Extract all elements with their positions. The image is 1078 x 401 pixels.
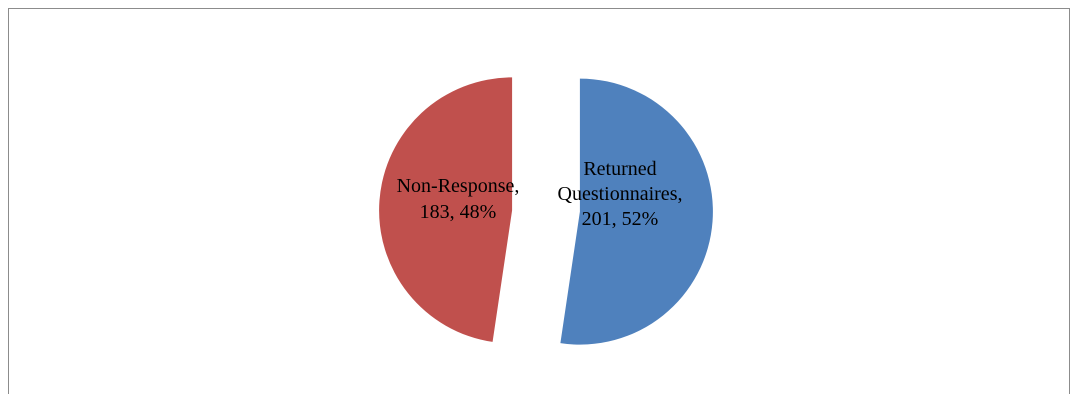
slice-label-returned-questionnaires: Returned Questionnaires, 201, 52% — [558, 158, 683, 230]
slice-label-non-response: Non-Response, 183, 48% — [397, 175, 520, 223]
chart-frame — [8, 8, 1070, 394]
pie-slice-returned-questionnaires — [560, 78, 713, 345]
pie-slice-non-response — [379, 77, 513, 342]
